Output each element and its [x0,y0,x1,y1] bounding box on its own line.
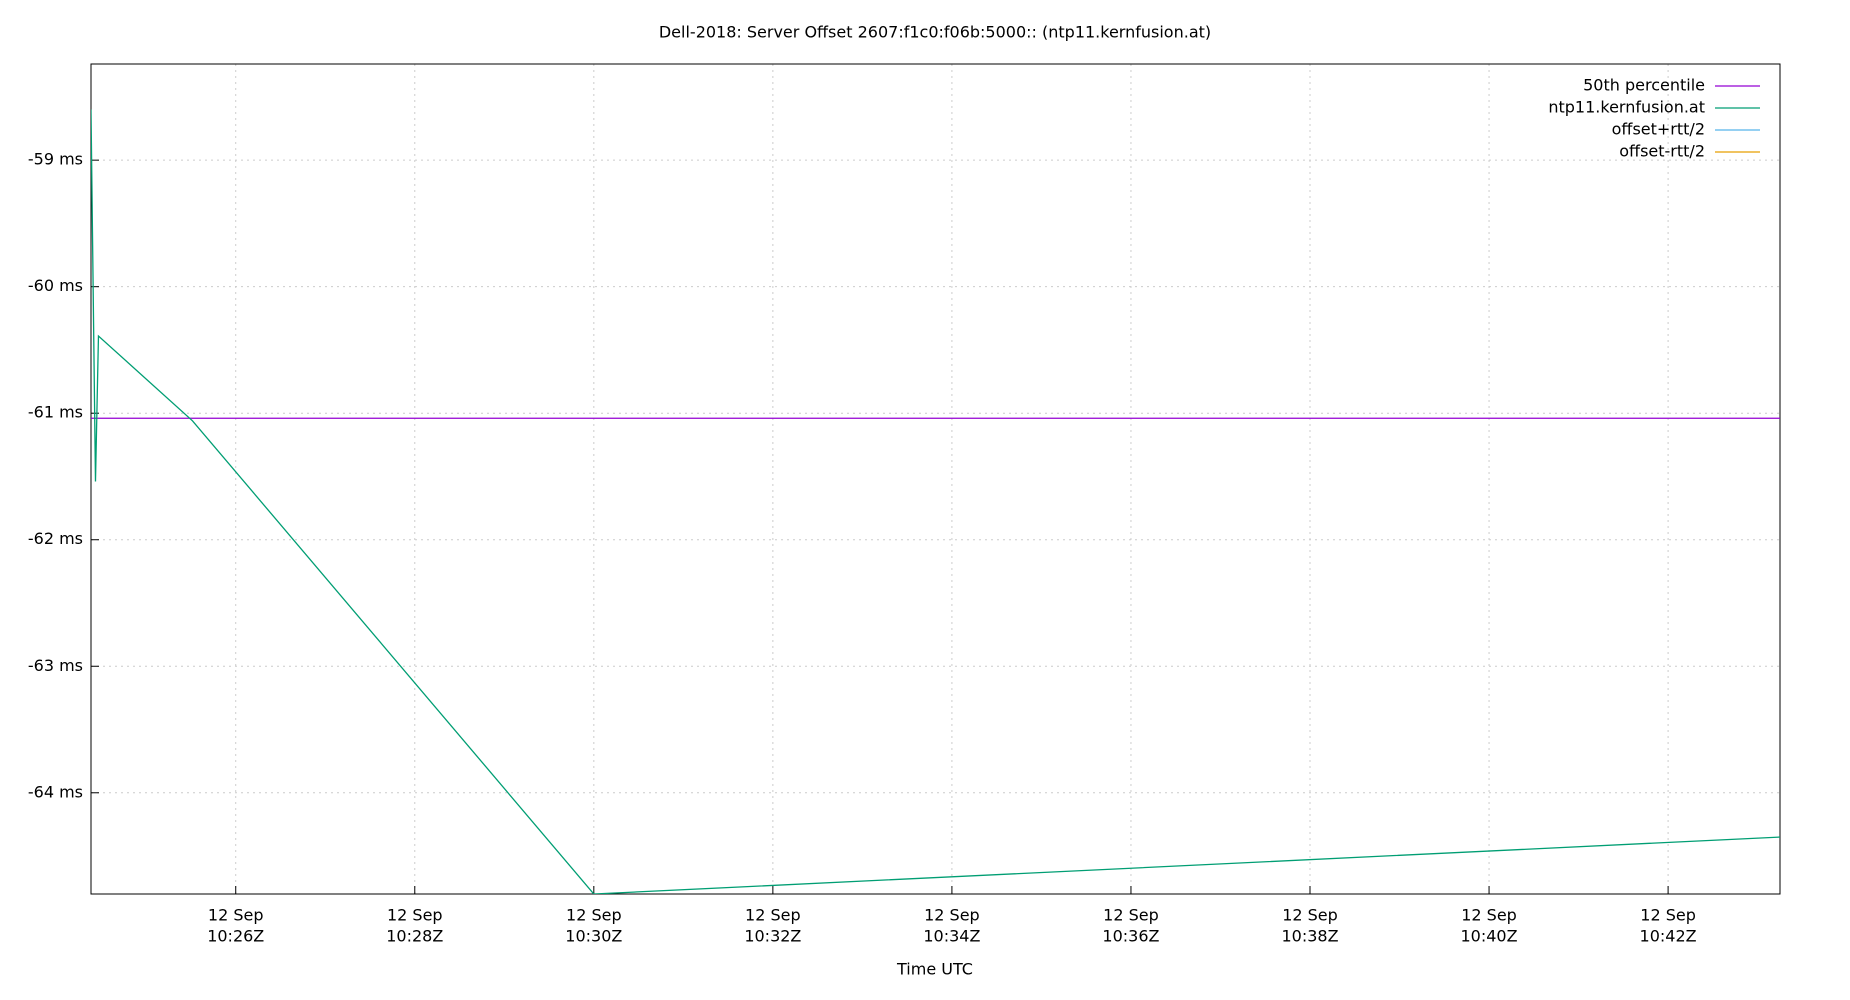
y-tick-label: -64 ms [28,782,83,801]
x-tick-label: 12 Sep [1282,906,1338,925]
x-tick-label: 12 Sep [745,906,801,925]
x-tick-label: 12 Sep [208,906,264,925]
legend-label: 50th percentile [1583,76,1705,95]
x-tick-label: 10:28Z [386,927,443,946]
legend-label: ntp11.kernfusion.at [1548,98,1705,117]
x-tick-label: 10:36Z [1102,927,1159,946]
y-tick-label: -59 ms [28,150,83,169]
y-tick-label: -63 ms [28,656,83,675]
x-tick-label: 10:42Z [1640,927,1697,946]
x-tick-label: 10:32Z [744,927,801,946]
plot-frame [90,63,1781,895]
y-tick-label: -62 ms [28,529,83,548]
y-tick-label: -60 ms [28,276,83,295]
x-tick-label: 10:26Z [207,927,264,946]
x-tick-label: 12 Sep [1640,906,1696,925]
y-tick-label: -61 ms [28,403,83,422]
x-tick-label: 10:38Z [1281,927,1338,946]
x-tick-label: 12 Sep [1103,906,1159,925]
legend-label: offset+rtt/2 [1612,120,1705,139]
x-tick-label: 12 Sep [1461,906,1517,925]
x-tick-label: 12 Sep [566,906,622,925]
x-tick-label: 10:34Z [923,927,980,946]
x-axis-label: Time UTC [896,960,973,979]
x-tick-label: 10:30Z [565,927,622,946]
legend-label: offset-rtt/2 [1619,142,1705,161]
series-line [91,109,1780,894]
x-tick-label: 10:40Z [1461,927,1518,946]
x-tick-label: 12 Sep [924,906,980,925]
x-tick-label: 12 Sep [387,906,443,925]
chart-title: Dell-2018: Server Offset 2607:f1c0:f06b:… [659,23,1211,42]
